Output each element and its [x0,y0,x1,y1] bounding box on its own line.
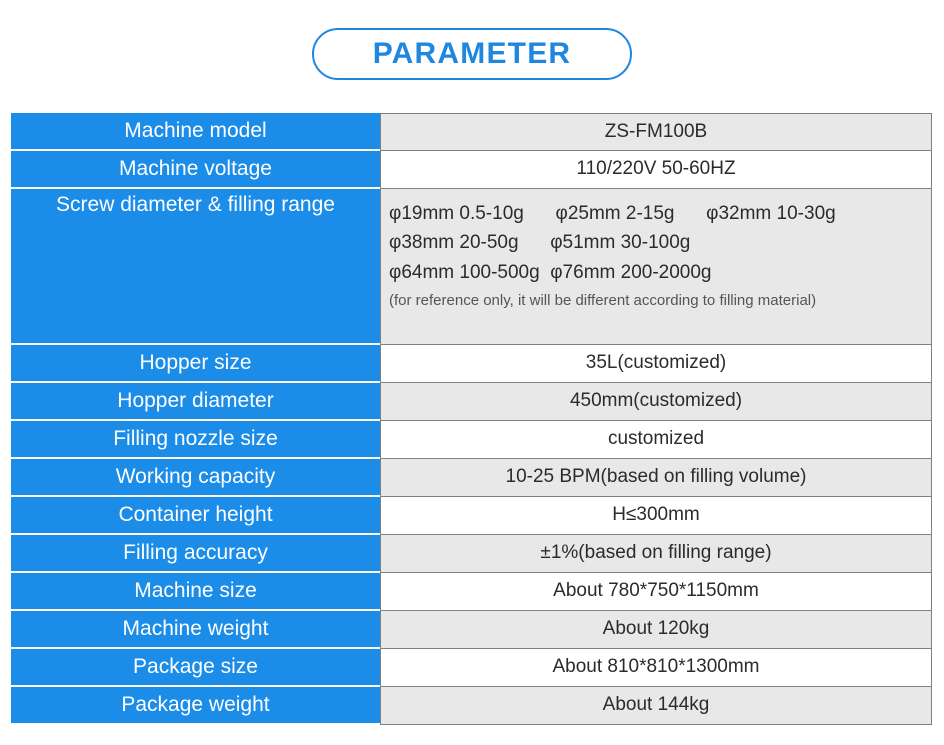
spec-label: Machine model [11,113,380,151]
table-row: Screw diameter & filling range φ19mm 0.5… [11,189,932,345]
spec-value: customized [380,421,932,459]
table-row: Filling accuracy ±1%(based on filling ra… [11,535,932,573]
table-row: Working capacity 10-25 BPM(based on fill… [11,459,932,497]
screw-spec-line: φ64mm 100-500g φ76mm 200-2000g [389,261,712,283]
spec-value-block: φ19mm 0.5-10g φ25mm 2-15g φ32mm 10-30g φ… [380,189,932,345]
table-row: Package size About 810*810*1300mm [11,649,932,687]
spec-value: About 144kg [380,687,932,725]
spec-label: Filling nozzle size [11,421,380,459]
spec-label: Hopper size [11,345,380,383]
spec-label: Screw diameter & filling range [11,189,380,345]
spec-value: H≤300mm [380,497,932,535]
page-title: PARAMETER [372,37,572,70]
table-row: Machine voltage 110/220V 50-60HZ [11,151,932,189]
screw-spec-line: φ19mm 0.5-10g φ25mm 2-15g φ32mm 10-30g [389,203,836,224]
screw-spec-line: φ38mm 20-50g φ51mm 30-100g [389,232,691,254]
page-title-container: PARAMETER [0,28,944,80]
table-row: Container height H≤300mm [11,497,932,535]
table-row: Package weight About 144kg [11,687,932,725]
spec-value: 35L(customized) [380,345,932,383]
spec-label: Machine size [11,573,380,611]
spec-label: Working capacity [11,459,380,497]
spec-label: Hopper diameter [11,383,380,421]
table-row: Filling nozzle size customized [11,421,932,459]
spec-value: About 780*750*1150mm [380,573,932,611]
spec-value: About 120kg [380,611,932,649]
spec-value: 110/220V 50-60HZ [380,151,932,189]
spec-label: Container height [11,497,380,535]
page-title-pill: PARAMETER [312,28,632,80]
table-row: Machine weight About 120kg [11,611,932,649]
table-row: Hopper size 35L(customized) [11,345,932,383]
specification-table: Machine model ZS-FM100B Machine voltage … [11,113,932,725]
spec-label: Machine voltage [11,151,380,189]
table-row: Hopper diameter 450mm(customized) [11,383,932,421]
table-row: Machine size About 780*750*1150mm [11,573,932,611]
spec-value: About 810*810*1300mm [380,649,932,687]
spec-value: 450mm(customized) [380,383,932,421]
spec-label: Package weight [11,687,380,725]
spec-label: Package size [11,649,380,687]
spec-label: Filling accuracy [11,535,380,573]
spec-value: ±1%(based on filling range) [380,535,932,573]
spec-value: ZS-FM100B [380,113,932,151]
table-row: Machine model ZS-FM100B [11,113,932,151]
spec-label: Machine weight [11,611,380,649]
spec-value: 10-25 BPM(based on filling volume) [380,459,932,497]
screw-spec-note: (for reference only, it will be differen… [389,292,817,310]
